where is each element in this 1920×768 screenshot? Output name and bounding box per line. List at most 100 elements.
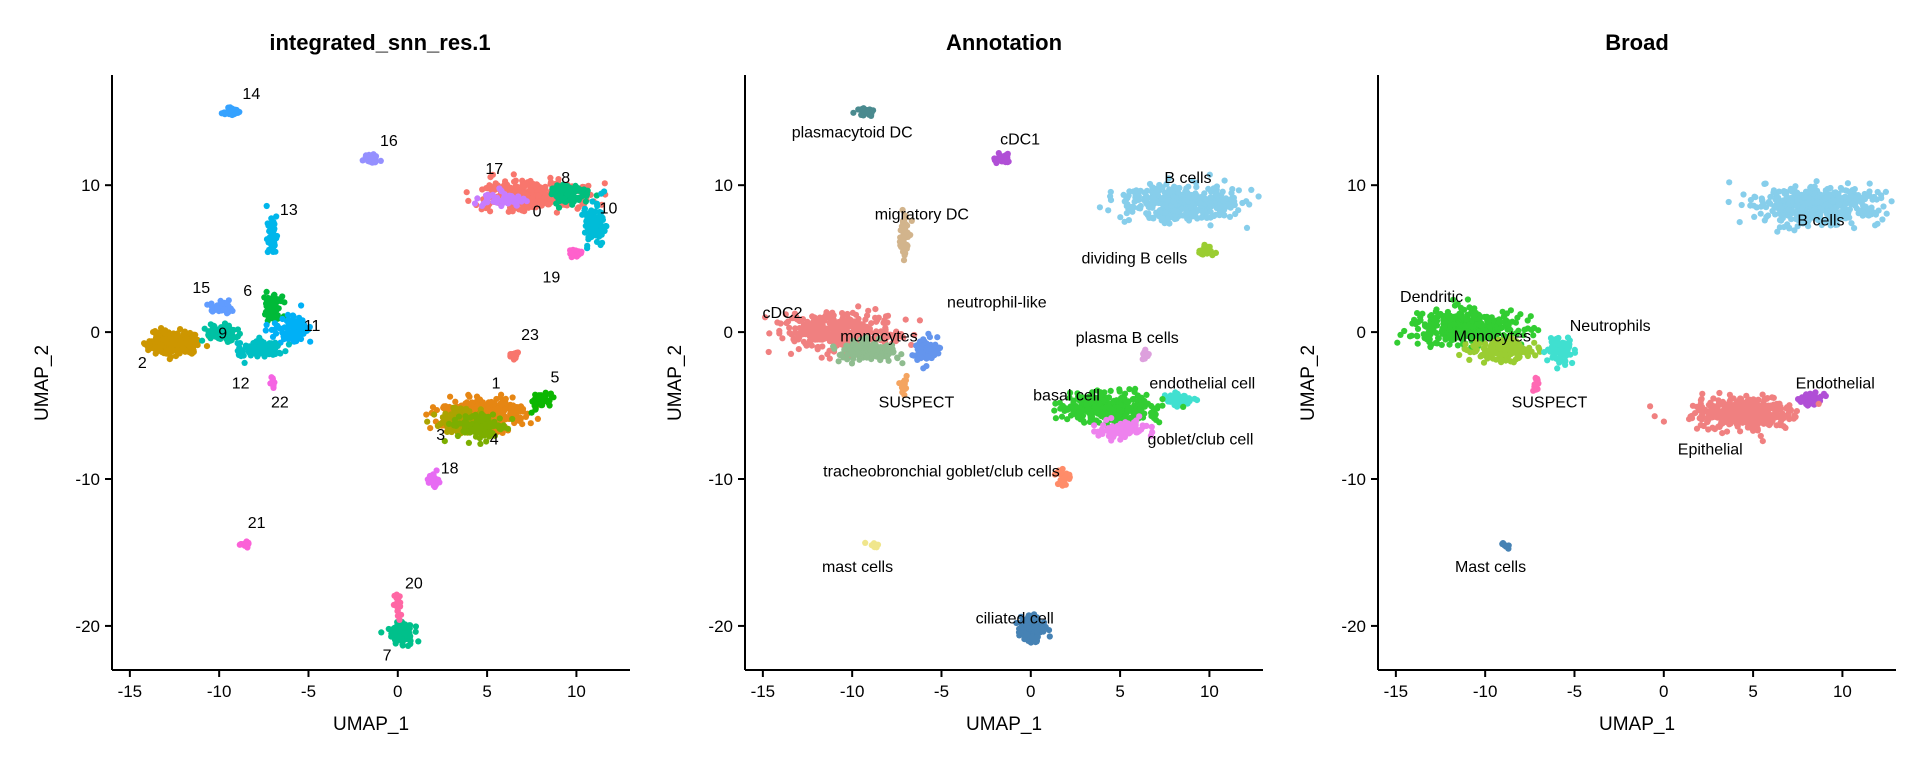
data-point	[174, 347, 181, 354]
data-point	[480, 200, 487, 207]
data-point	[229, 106, 236, 113]
y-axis-label: UMAP_2	[665, 345, 686, 421]
data-point	[488, 398, 495, 406]
data-point	[378, 629, 385, 636]
data-point	[266, 315, 273, 322]
data-point	[1103, 416, 1110, 423]
data-point	[1129, 396, 1136, 403]
data-point	[438, 420, 445, 427]
cluster-label: migratory DC	[875, 207, 969, 224]
data-point	[167, 347, 174, 354]
data-point	[494, 405, 501, 412]
data-point	[159, 336, 167, 343]
data-point	[855, 106, 862, 113]
data-point	[281, 299, 288, 306]
data-point	[830, 323, 837, 330]
data-point	[574, 205, 581, 212]
data-point	[507, 410, 514, 417]
x-axis-label: UMAP_1	[1599, 714, 1675, 735]
data-point	[1835, 193, 1842, 200]
data-point	[157, 347, 164, 354]
data-point	[522, 413, 530, 420]
cluster-points	[441, 410, 516, 447]
data-point	[811, 314, 818, 321]
data-point	[1813, 178, 1820, 185]
data-point	[507, 351, 514, 358]
data-point	[935, 350, 942, 357]
data-point	[1101, 409, 1108, 417]
data-point	[899, 360, 906, 367]
data-point	[1246, 201, 1253, 208]
data-point	[1193, 397, 1201, 404]
cluster-label: basal cell	[1033, 387, 1100, 404]
cluster-label: mast cells	[822, 559, 893, 576]
data-point	[1835, 201, 1843, 208]
data-point	[553, 185, 561, 192]
data-point	[1118, 395, 1125, 402]
data-point	[808, 330, 815, 337]
data-point	[484, 191, 491, 198]
data-point	[1842, 200, 1849, 208]
data-point	[471, 406, 478, 413]
cluster-label: 1	[492, 376, 501, 393]
panel-cluster-res1: integrated_snn_res.1 UMAP_1 UMAP_2 -15 -1…	[32, 30, 630, 735]
data-point	[787, 350, 795, 357]
data-point	[1149, 184, 1156, 191]
data-point	[520, 189, 527, 196]
data-point	[465, 197, 472, 204]
data-point	[811, 322, 818, 329]
data-point	[222, 109, 229, 116]
y-tick-label: -20	[708, 617, 733, 636]
data-point	[1788, 188, 1795, 195]
data-point	[1221, 212, 1228, 219]
data-point	[199, 337, 206, 344]
data-point	[814, 343, 822, 351]
x-tick-label: 0	[393, 682, 402, 701]
data-point	[547, 179, 555, 186]
data-point	[144, 344, 152, 351]
data-point	[1255, 193, 1262, 200]
data-point	[838, 351, 845, 358]
data-point	[1223, 195, 1230, 202]
data-point	[1824, 194, 1831, 201]
data-point	[851, 318, 858, 325]
cluster-label: tracheobronchial goblet/club cells	[823, 464, 1060, 481]
data-point	[1767, 193, 1774, 200]
cluster-label: 8	[561, 170, 570, 187]
cluster-label: plasmacytoid DC	[792, 124, 913, 141]
data-point	[538, 202, 545, 209]
data-point	[273, 330, 280, 337]
data-point	[467, 414, 474, 421]
cluster-label: B cells	[1164, 170, 1211, 187]
data-point	[273, 323, 281, 330]
cluster-label: 15	[192, 280, 210, 297]
data-point	[1034, 627, 1041, 634]
data-point	[454, 432, 461, 440]
data-point	[1164, 197, 1171, 204]
data-point	[916, 317, 923, 324]
data-point	[393, 591, 400, 598]
data-point	[1530, 332, 1537, 339]
data-point	[1856, 207, 1863, 214]
panel-title: Broad	[1605, 30, 1669, 55]
data-point	[194, 342, 201, 349]
data-point	[1879, 216, 1886, 223]
data-point	[274, 312, 281, 319]
data-point	[289, 312, 296, 319]
data-point	[1159, 195, 1166, 202]
data-point	[1051, 407, 1058, 414]
data-point	[497, 394, 504, 401]
data-point	[234, 340, 241, 347]
data-point	[489, 411, 497, 418]
data-point	[527, 420, 534, 427]
cluster-label: 19	[543, 270, 561, 287]
y-tick-label: -20	[1341, 617, 1366, 636]
data-point	[1156, 419, 1163, 426]
data-point	[1125, 423, 1132, 430]
data-point	[423, 411, 430, 418]
x-tick-label: -15	[751, 682, 776, 701]
data-point	[441, 438, 448, 445]
cluster-label: 10	[600, 201, 618, 218]
data-point	[547, 390, 555, 397]
cluster-label: 18	[441, 461, 459, 478]
